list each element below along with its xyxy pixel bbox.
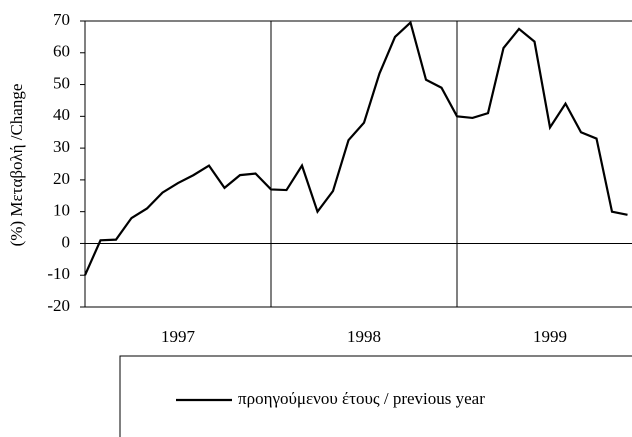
x-tick-label: 1997 — [161, 327, 196, 346]
y-axis-label: (%) Μεταβολή /Change — [7, 84, 26, 247]
y-tick-label: 40 — [53, 105, 70, 124]
y-tick-label: -10 — [47, 264, 70, 283]
y-tick-label: 60 — [53, 42, 70, 61]
y-tick-label: -20 — [47, 296, 70, 315]
series-line — [83, 20, 628, 276]
x-tick-label: 1998 — [347, 327, 381, 346]
x-tick-label: 1999 — [533, 327, 567, 346]
y-tick-label: 70 — [53, 10, 70, 29]
y-tick-label: 30 — [53, 137, 70, 156]
y-tick-label: 0 — [62, 232, 71, 251]
legend-label: προηγούμενου έτους / previous year — [238, 389, 485, 408]
y-tick-label: 50 — [53, 73, 70, 92]
y-tick-label: 20 — [53, 169, 70, 188]
y-tick-label: 10 — [53, 201, 70, 220]
legend-box — [119, 355, 632, 437]
